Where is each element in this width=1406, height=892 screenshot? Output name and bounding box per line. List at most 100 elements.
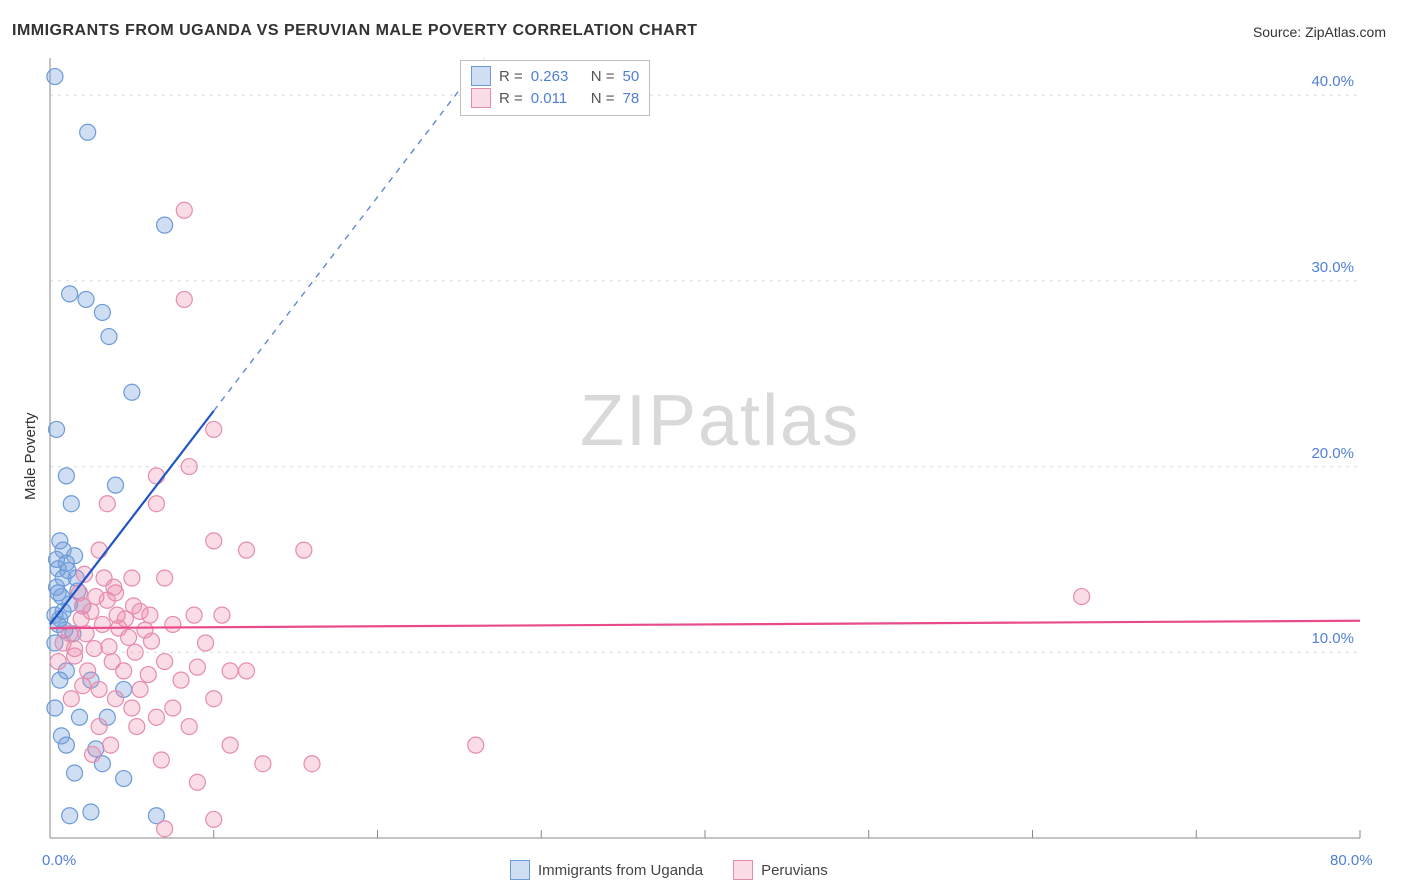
data-point-peruvians (176, 202, 192, 218)
data-point-peruvians (88, 589, 104, 605)
y-tick-label: 10.0% (1294, 630, 1354, 647)
data-point-uganda (52, 672, 68, 688)
data-point-peruvians (129, 719, 145, 735)
data-point-uganda (62, 808, 78, 824)
x-tick-label: 0.0% (42, 852, 76, 869)
data-point-peruvians (142, 607, 158, 623)
data-point-peruvians (108, 691, 124, 707)
data-point-peruvians (214, 607, 230, 623)
data-point-peruvians (222, 737, 238, 753)
data-point-peruvians (165, 700, 181, 716)
legend-row-peruvians: R = 0.011 N = 78 (471, 87, 639, 109)
data-point-peruvians (153, 752, 169, 768)
bottom-legend-swatch-uganda (510, 860, 530, 880)
data-point-peruvians (103, 737, 119, 753)
scatter-chart (0, 0, 1406, 892)
legend-r-label: R = (499, 68, 523, 85)
y-tick-label: 40.0% (1294, 73, 1354, 90)
data-point-peruvians (124, 570, 140, 586)
data-point-peruvians (144, 633, 160, 649)
data-point-peruvians (96, 570, 112, 586)
data-point-peruvians (91, 681, 107, 697)
data-point-uganda (58, 468, 74, 484)
data-point-uganda (67, 765, 83, 781)
data-point-peruvians (140, 667, 156, 683)
data-point-peruvians (206, 421, 222, 437)
data-point-peruvians (189, 659, 205, 675)
bottom-legend-label: Immigrants from Uganda (538, 862, 703, 879)
legend-n-label: N = (591, 68, 615, 85)
data-point-peruvians (148, 468, 164, 484)
data-point-peruvians (157, 654, 173, 670)
data-point-peruvians (255, 756, 271, 772)
data-point-uganda (49, 551, 65, 567)
bottom-legend-item-uganda: Immigrants from Uganda (510, 860, 703, 880)
data-point-peruvians (73, 611, 89, 627)
trendline-uganda (50, 411, 214, 625)
data-point-peruvians (157, 821, 173, 837)
data-point-uganda (47, 700, 63, 716)
data-point-uganda (62, 286, 78, 302)
data-point-uganda (83, 804, 99, 820)
data-point-uganda (71, 709, 87, 725)
data-point-peruvians (1074, 589, 1090, 605)
data-point-peruvians (186, 607, 202, 623)
data-point-uganda (78, 291, 94, 307)
legend-swatch-uganda (471, 66, 491, 86)
data-point-peruvians (468, 737, 484, 753)
data-point-peruvians (80, 663, 96, 679)
data-point-peruvians (117, 611, 133, 627)
data-point-uganda (116, 771, 132, 787)
legend-n-label: N = (591, 90, 615, 107)
data-point-peruvians (86, 641, 102, 657)
trendline-dashed-uganda (214, 58, 484, 411)
bottom-legend-label: Peruvians (761, 862, 828, 879)
data-point-uganda (94, 304, 110, 320)
data-point-uganda (50, 585, 66, 601)
bottom-legend-item-peruvians: Peruvians (733, 860, 828, 880)
data-point-uganda (101, 329, 117, 345)
x-tick-label: 80.0% (1330, 852, 1373, 869)
data-point-peruvians (222, 663, 238, 679)
legend-r-value: 0.263 (531, 68, 583, 85)
legend-n-value: 78 (623, 90, 640, 107)
data-point-peruvians (296, 542, 312, 558)
data-point-peruvians (50, 654, 66, 670)
data-point-uganda (47, 69, 63, 85)
data-point-uganda (157, 217, 173, 233)
data-point-peruvians (91, 719, 107, 735)
data-point-uganda (58, 737, 74, 753)
data-point-peruvians (132, 681, 148, 697)
data-point-peruvians (176, 291, 192, 307)
data-point-peruvians (198, 635, 214, 651)
data-point-peruvians (148, 709, 164, 725)
y-tick-label: 30.0% (1294, 259, 1354, 276)
data-point-peruvians (127, 644, 143, 660)
legend-r-value: 0.011 (531, 90, 583, 107)
data-point-peruvians (239, 542, 255, 558)
data-point-peruvians (75, 678, 91, 694)
correlation-legend: R = 0.263 N = 50 R = 0.011 N = 78 (460, 60, 650, 116)
bottom-legend-swatch-peruvians (733, 860, 753, 880)
legend-row-uganda: R = 0.263 N = 50 (471, 65, 639, 87)
data-point-peruvians (173, 672, 189, 688)
data-point-uganda (63, 496, 79, 512)
data-point-peruvians (94, 616, 110, 632)
data-point-peruvians (91, 542, 107, 558)
data-point-peruvians (181, 459, 197, 475)
legend-swatch-peruvians (471, 88, 491, 108)
data-point-peruvians (239, 663, 255, 679)
data-point-uganda (108, 477, 124, 493)
data-point-uganda (49, 421, 65, 437)
data-point-peruvians (165, 616, 181, 632)
data-point-peruvians (181, 719, 197, 735)
legend-r-label: R = (499, 90, 523, 107)
data-point-peruvians (157, 570, 173, 586)
data-point-peruvians (189, 774, 205, 790)
data-point-uganda (80, 124, 96, 140)
data-point-peruvians (116, 663, 132, 679)
data-point-peruvians (206, 533, 222, 549)
legend-n-value: 50 (623, 68, 640, 85)
data-point-peruvians (101, 639, 117, 655)
data-point-peruvians (67, 641, 83, 657)
